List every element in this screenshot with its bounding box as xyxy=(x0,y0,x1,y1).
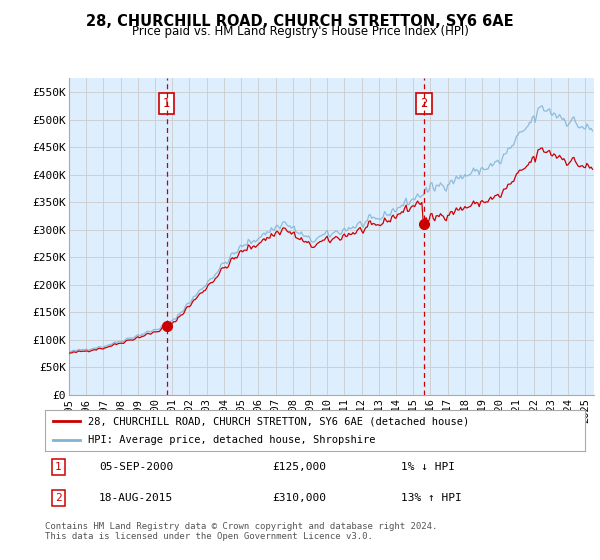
Text: 1: 1 xyxy=(55,463,62,473)
Text: HPI: Average price, detached house, Shropshire: HPI: Average price, detached house, Shro… xyxy=(88,435,376,445)
Text: 28, CHURCHILL ROAD, CHURCH STRETTON, SY6 6AE: 28, CHURCHILL ROAD, CHURCH STRETTON, SY6… xyxy=(86,14,514,29)
Text: £125,000: £125,000 xyxy=(272,463,326,473)
Text: 1: 1 xyxy=(163,97,170,110)
Text: 18-AUG-2015: 18-AUG-2015 xyxy=(99,493,173,503)
Text: 2: 2 xyxy=(55,493,62,503)
Text: Price paid vs. HM Land Registry's House Price Index (HPI): Price paid vs. HM Land Registry's House … xyxy=(131,25,469,38)
Text: 05-SEP-2000: 05-SEP-2000 xyxy=(99,463,173,473)
Text: 28, CHURCHILL ROAD, CHURCH STRETTON, SY6 6AE (detached house): 28, CHURCHILL ROAD, CHURCH STRETTON, SY6… xyxy=(88,417,469,426)
Text: 2: 2 xyxy=(421,97,427,110)
Text: 13% ↑ HPI: 13% ↑ HPI xyxy=(401,493,462,503)
Text: 1% ↓ HPI: 1% ↓ HPI xyxy=(401,463,455,473)
Text: Contains HM Land Registry data © Crown copyright and database right 2024.
This d: Contains HM Land Registry data © Crown c… xyxy=(45,522,437,542)
Text: £310,000: £310,000 xyxy=(272,493,326,503)
